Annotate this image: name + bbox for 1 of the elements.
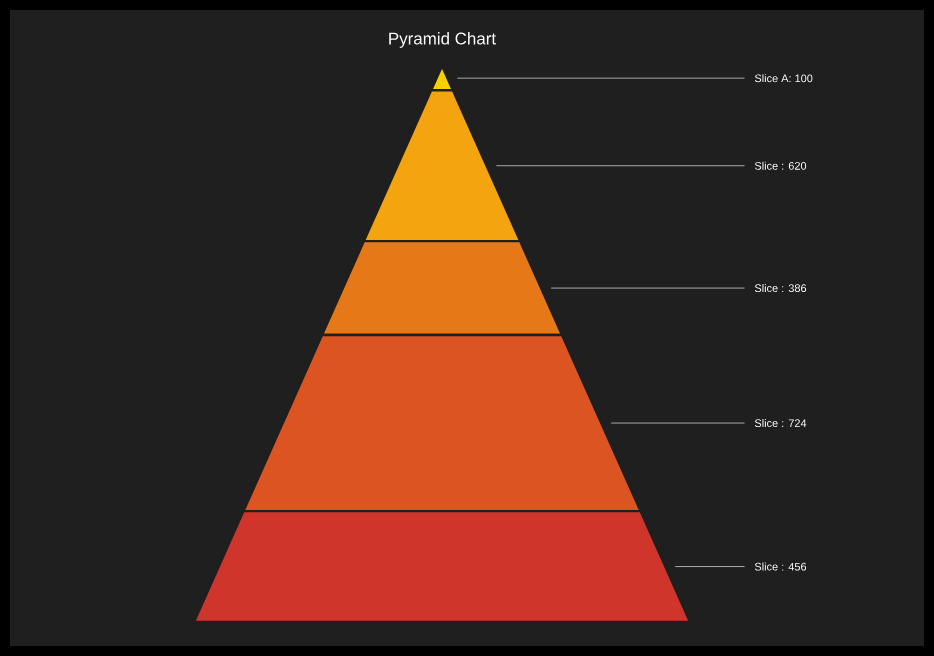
text: Pyramid Chart bbox=[389, 32, 496, 48]
